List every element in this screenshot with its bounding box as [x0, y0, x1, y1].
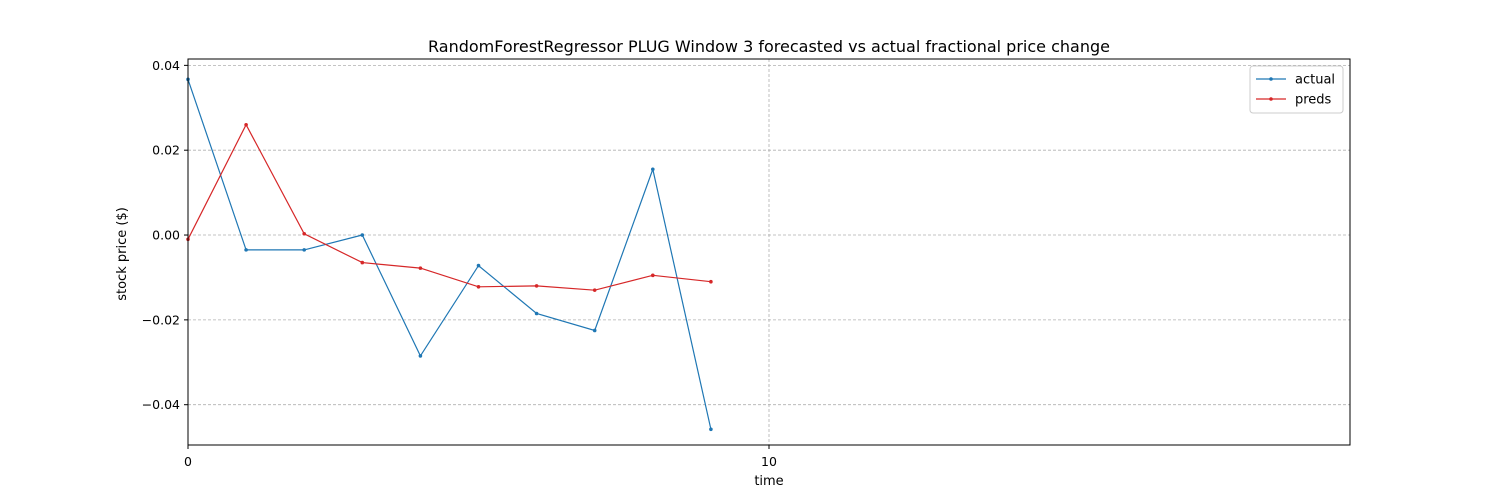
data-point-preds [592, 288, 597, 292]
y-tick-label: 0.00 [152, 228, 180, 243]
ticks: 0 10 0.04 0.02 0.00 −0.02 −0.04 [142, 58, 777, 469]
x-tick-label: 10 [761, 454, 777, 469]
data-point-preds [360, 260, 365, 265]
data-point-actual [709, 427, 713, 432]
data-point-preds [476, 284, 481, 289]
data-point-preds [418, 266, 423, 270]
legend-box [1249, 65, 1344, 114]
legend-marker-actual [1269, 77, 1273, 81]
y-tick-label: −0.02 [142, 312, 180, 327]
y-tick-label: 0.04 [152, 58, 180, 73]
series-line-preds [187, 123, 711, 291]
data-point-actual [302, 248, 307, 252]
y-tick-label: −0.04 [142, 397, 180, 412]
data-point-preds [651, 273, 655, 278]
x-axis-label: time [754, 474, 783, 489]
data-point-actual [418, 354, 423, 358]
data-point-actual [651, 167, 655, 172]
data-point-actual [534, 311, 539, 316]
data-point-actual [476, 263, 481, 268]
legend-marker-preds [1269, 97, 1273, 101]
x-tick-label: 0 [184, 454, 192, 469]
chart-title: RandomForestRegressor PLUG Window 3 fore… [428, 37, 1110, 56]
data-point-preds [244, 122, 248, 127]
data-point-actual [360, 233, 365, 237]
grid [188, 59, 1350, 445]
y-axis-label: stock price ($) [115, 207, 130, 301]
y-tick-label: 0.02 [152, 143, 180, 158]
data-point-actual [592, 328, 597, 333]
data-point-preds [534, 284, 539, 288]
series-layer [186, 77, 713, 432]
legend-label-preds: preds [1295, 93, 1332, 108]
data-point-preds [709, 279, 713, 284]
legend-label-actual: actual [1295, 73, 1335, 88]
data-point-actual [244, 248, 248, 252]
legend: actual preds [1249, 65, 1344, 114]
data-point-preds [302, 231, 307, 236]
series-line-actual [187, 79, 712, 430]
